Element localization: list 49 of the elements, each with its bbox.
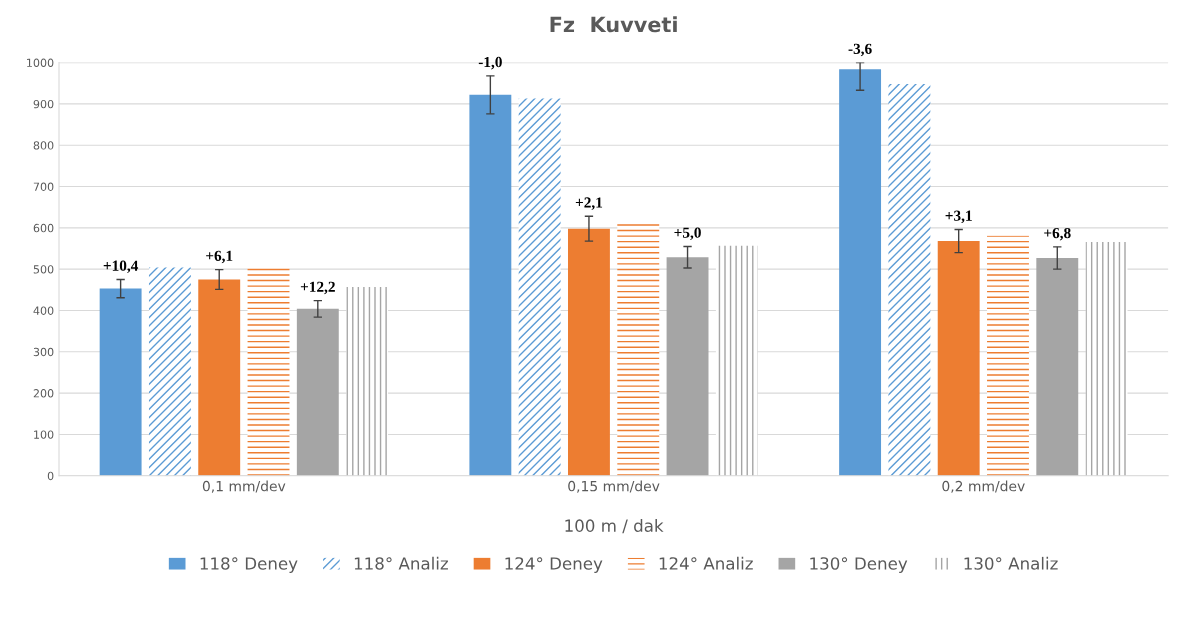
annotation: +6,8: [1044, 227, 1071, 241]
annotation: +2,1: [575, 197, 603, 210]
bar: [296, 308, 339, 476]
bar: [99, 288, 142, 476]
annotation: +10,4: [103, 260, 139, 274]
x-axis-title: 100 m / dak: [565, 519, 664, 534]
y-tick-label: 300: [33, 347, 54, 357]
annotation: +5,0: [674, 227, 701, 241]
bar: [1036, 258, 1079, 476]
x-tick-label: 0,15 mm/dev: [568, 480, 660, 493]
annotation: -1,0: [478, 56, 502, 70]
bar: [617, 223, 660, 476]
annotation: +6,1: [206, 250, 233, 264]
legend-label: 118° Analiz: [354, 556, 448, 570]
bar: [198, 279, 241, 476]
bar: [666, 257, 709, 476]
bar: [715, 245, 758, 476]
legend-label: 124° Analiz: [659, 556, 753, 570]
bar: [888, 84, 931, 476]
y-tick-label: 0: [47, 471, 54, 481]
bar: [469, 94, 512, 476]
annotation: +3,1: [945, 210, 972, 224]
y-tick-label: 600: [33, 223, 54, 233]
bar: [148, 267, 191, 476]
y-tick-label: 700: [33, 182, 54, 191]
text: -3,6: [848, 43, 872, 57]
y-tick-label: 900: [33, 99, 54, 109]
y-tick-label: 1000: [27, 58, 54, 67]
bar: [568, 228, 610, 476]
bar: [937, 241, 980, 476]
x-tick-label: 0,2 mm/dev: [942, 480, 1025, 493]
legend-label: 118° Deney: [200, 557, 298, 573]
bar: [518, 98, 561, 476]
y-tick-label: 100: [34, 430, 54, 439]
legend-label: 124° Deney: [505, 557, 603, 573]
bar: [247, 266, 290, 476]
bar: [839, 69, 882, 476]
bar: [1085, 241, 1128, 476]
y-tick-label: 200: [33, 389, 54, 398]
legend-label: 130° Analiz: [964, 556, 1058, 570]
annotation: +12,2: [300, 281, 335, 295]
y-tick-label: 400: [33, 306, 54, 315]
bar: [987, 235, 1029, 476]
legend-label: 130° Deney: [810, 557, 908, 573]
bar: [346, 286, 389, 476]
y-tick-label: 500: [33, 265, 54, 274]
x-tick-label: 0,1 mm/dev: [202, 480, 286, 493]
y-tick-label: 800: [33, 141, 54, 150]
chart-title: Fz Kuvveti: [550, 16, 677, 33]
